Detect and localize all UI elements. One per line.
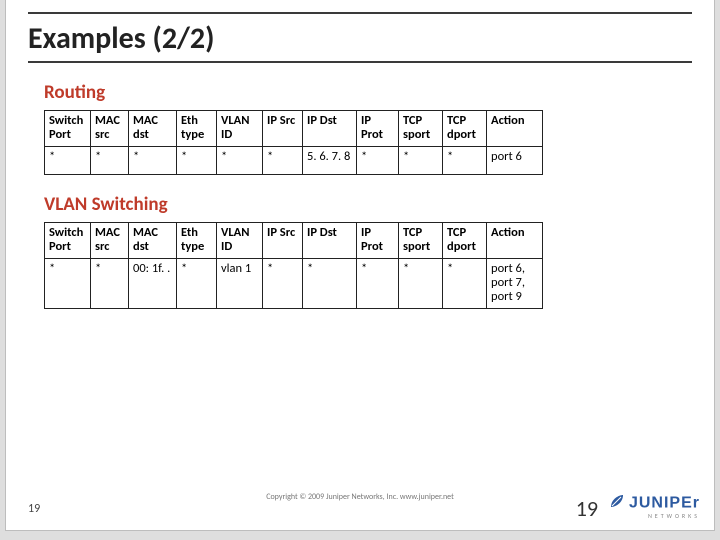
cell: * — [443, 258, 487, 308]
cell: * — [443, 146, 487, 174]
cell: * — [263, 258, 303, 308]
col-action: Action — [487, 111, 543, 147]
rule-bottom — [28, 61, 692, 63]
cell: * — [217, 146, 263, 174]
col-ip-prot: IP Prot — [357, 111, 399, 147]
spacer — [6, 175, 714, 189]
cell: * — [129, 146, 177, 174]
leaf-icon — [609, 493, 625, 514]
col-tcp-sport: TCP sport — [399, 222, 443, 258]
cell: vlan 1 — [217, 258, 263, 308]
page-number-left: 19 — [28, 502, 40, 516]
cell: 5. 6. 7. 8 — [303, 146, 357, 174]
footer: 19 Copyright © 2009 Juniper Networks, In… — [6, 486, 714, 520]
copyright-text: Copyright © 2009 Juniper Networks, Inc. … — [6, 492, 714, 502]
col-mac-src: MAC src — [91, 222, 129, 258]
section-vlan-switching: VLAN Switching — [6, 189, 714, 222]
col-vlan-id: VLAN ID — [217, 222, 263, 258]
cell: * — [177, 258, 217, 308]
cell: 00: 1f. . — [129, 258, 177, 308]
col-tcp-dport: TCP dport — [443, 111, 487, 147]
cell: * — [303, 258, 357, 308]
table-header-row: Switch Port MAC src MAC dst Eth type VLA… — [45, 111, 543, 147]
col-vlan-id: VLAN ID — [217, 111, 263, 147]
page-number-right: 19 — [576, 495, 598, 522]
page-title: Examples (2/2) — [28, 14, 692, 61]
section-routing: Routing — [6, 77, 714, 110]
col-eth-type: Eth type — [177, 111, 217, 147]
juniper-logo: JUNIPEr NETWORKS — [609, 493, 700, 520]
vlan-table: Switch Port MAC src MAC dst Eth type VLA… — [44, 222, 543, 309]
col-ip-dst: IP Dst — [303, 111, 357, 147]
cell: * — [399, 146, 443, 174]
logo-text: JUNIPEr — [629, 494, 700, 511]
col-ip-dst: IP Dst — [303, 222, 357, 258]
col-tcp-sport: TCP sport — [399, 111, 443, 147]
cell: * — [45, 146, 91, 174]
table-row: * * 00: 1f. . * vlan 1 * * * * * port 6,… — [45, 258, 543, 308]
cell: * — [263, 146, 303, 174]
cell: port 6 — [487, 146, 543, 174]
col-mac-src: MAC src — [91, 111, 129, 147]
cell: * — [45, 258, 91, 308]
col-eth-type: Eth type — [177, 222, 217, 258]
col-mac-dst: MAC dst — [129, 111, 177, 147]
cell: port 6, port 7, port 9 — [487, 258, 543, 308]
cell: * — [91, 146, 129, 174]
col-ip-prot: IP Prot — [357, 222, 399, 258]
routing-table: Switch Port MAC src MAC dst Eth type VLA… — [44, 110, 543, 175]
col-switch-port: Switch Port — [45, 222, 91, 258]
col-switch-port: Switch Port — [45, 111, 91, 147]
col-ip-src: IP Src — [263, 222, 303, 258]
col-ip-src: IP Src — [263, 111, 303, 147]
cell: * — [399, 258, 443, 308]
cell: * — [357, 146, 399, 174]
col-tcp-dport: TCP dport — [443, 222, 487, 258]
col-mac-dst: MAC dst — [129, 222, 177, 258]
cell: * — [91, 258, 129, 308]
table-row: * * * * * * 5. 6. 7. 8 * * * port 6 — [45, 146, 543, 174]
slide: Examples (2/2) Routing Switch Port MAC s… — [6, 0, 714, 530]
cell: * — [357, 258, 399, 308]
col-action: Action — [487, 222, 543, 258]
title-block: Examples (2/2) — [6, 0, 714, 63]
cell: * — [177, 146, 217, 174]
table-header-row: Switch Port MAC src MAC dst Eth type VLA… — [45, 222, 543, 258]
